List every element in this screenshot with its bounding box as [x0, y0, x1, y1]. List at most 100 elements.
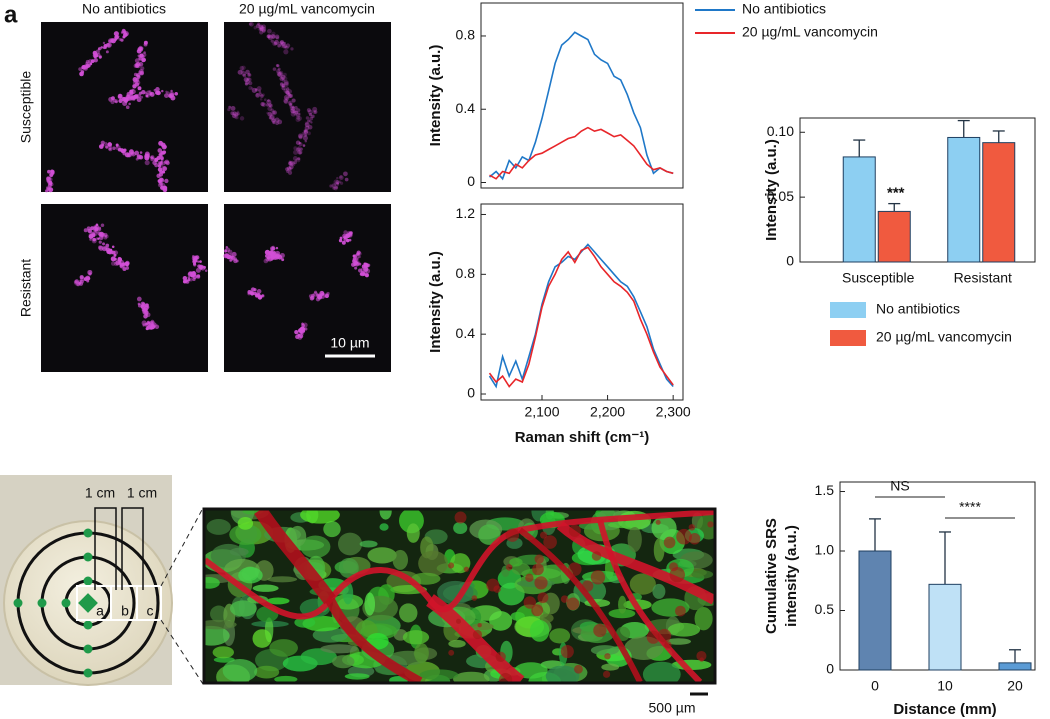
tissue-blob — [229, 600, 257, 617]
speckle — [110, 96, 115, 101]
speckle — [363, 266, 369, 272]
speckle — [279, 76, 284, 81]
speckle — [302, 135, 308, 141]
speckle — [260, 94, 264, 98]
speckle — [274, 34, 280, 39]
tissue-spot — [447, 562, 455, 569]
y-tick-label: 0 — [467, 173, 475, 189]
speckle — [241, 71, 247, 76]
speckle — [297, 116, 302, 121]
tissue-spot — [663, 536, 676, 549]
speckle — [140, 301, 145, 307]
speckle — [277, 71, 283, 78]
speckle — [98, 245, 102, 250]
speckle — [282, 76, 288, 81]
bar — [842, 156, 876, 263]
speckle — [47, 169, 51, 174]
tissue-blob — [471, 622, 494, 631]
speckle — [122, 266, 127, 271]
y-axis-label: Intensity (a.u.) — [427, 251, 444, 353]
speckle — [297, 112, 301, 116]
speckle — [270, 39, 274, 43]
speckle — [138, 45, 142, 49]
speckle — [144, 155, 150, 161]
speckle — [279, 43, 285, 48]
speckle — [354, 261, 360, 267]
speckle — [113, 261, 119, 267]
speckle — [307, 119, 311, 123]
data-line — [489, 126, 674, 180]
speckle — [315, 293, 319, 296]
speckle — [162, 166, 168, 172]
speckle — [259, 25, 265, 31]
speckle — [263, 98, 267, 102]
speckle — [293, 146, 298, 151]
speckle — [283, 49, 289, 55]
speckle — [144, 160, 150, 166]
tissue-spot — [531, 604, 544, 617]
speckle — [285, 167, 289, 171]
tissue-blob — [205, 576, 220, 589]
speckle — [301, 322, 304, 326]
speckle — [162, 161, 166, 166]
speckle — [49, 182, 54, 187]
speckle — [261, 28, 266, 33]
speckle — [345, 233, 349, 238]
speckle — [161, 89, 164, 93]
speckle — [279, 82, 284, 86]
tissue-blob — [665, 638, 692, 645]
speckle — [114, 99, 119, 103]
tissue-vessel — [426, 594, 525, 682]
speckle — [277, 119, 283, 125]
speckle — [306, 131, 311, 136]
speckle — [89, 238, 92, 241]
speckle — [233, 114, 238, 119]
tissue-blob — [274, 675, 298, 682]
speckle — [299, 334, 304, 339]
speckle — [289, 105, 293, 108]
speckle — [319, 290, 325, 296]
speckle — [276, 64, 280, 68]
speckle — [285, 87, 290, 91]
tissue-spot — [448, 649, 455, 656]
speckle — [150, 156, 153, 159]
tissue-blob — [205, 625, 230, 646]
speckle — [301, 131, 306, 136]
y-tick-label: 1.5 — [815, 482, 835, 498]
legend-label: 20 µg/mL vancomycin — [876, 329, 1012, 345]
speckle — [261, 26, 267, 32]
zone-label: a — [96, 603, 104, 619]
panel-label: a — [4, 1, 18, 28]
speckle — [289, 106, 294, 111]
zone-box — [76, 585, 162, 621]
speckle — [283, 98, 288, 104]
tissue-blob — [212, 646, 234, 659]
y-axis-label: intensity (a.u.) — [783, 525, 800, 627]
speckle — [310, 121, 313, 124]
speckle — [240, 69, 244, 73]
speckle — [196, 274, 201, 279]
speckle — [159, 161, 163, 165]
y-tick-label: 1.0 — [815, 542, 835, 558]
plot-frame — [480, 2, 684, 189]
speckle — [130, 152, 135, 156]
speckle — [283, 99, 289, 104]
speckle — [271, 118, 276, 123]
speckle — [94, 224, 100, 230]
speckle — [272, 121, 276, 125]
tissue-spot — [477, 623, 482, 628]
speckle — [255, 293, 259, 298]
speckle — [142, 323, 146, 327]
speckle — [137, 86, 142, 91]
tissue-spot — [655, 519, 661, 525]
tissue-blob — [509, 557, 523, 567]
speckle — [182, 276, 188, 281]
tissue-blob — [627, 526, 642, 553]
speckle — [231, 251, 237, 257]
speckle — [317, 293, 321, 297]
speckle — [120, 38, 124, 42]
y-tick-label: 0.4 — [456, 100, 476, 116]
speckle — [166, 91, 170, 95]
